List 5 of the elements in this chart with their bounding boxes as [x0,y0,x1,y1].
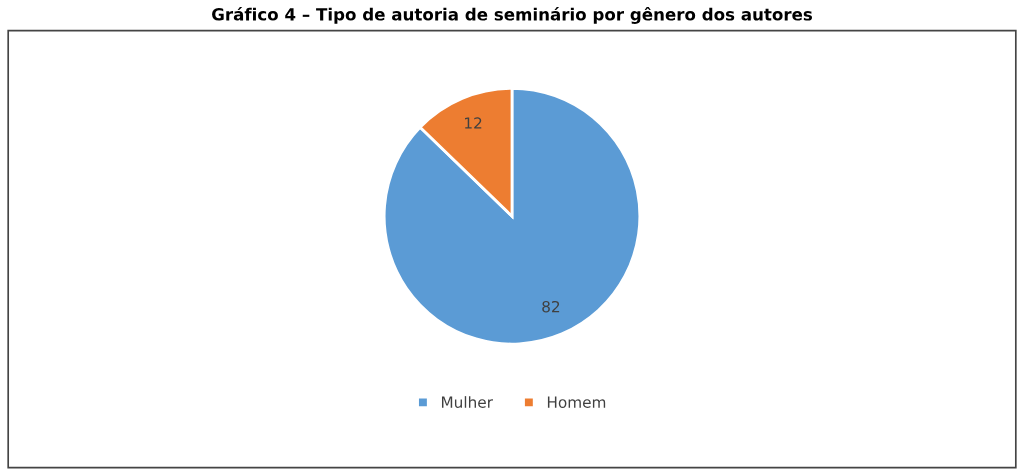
data-label: 82 [542,300,560,313]
legend-label: Mulher [441,396,493,408]
legend-label: Homem [547,396,606,408]
chart-title: Gráfico 4 – Tipo de autoria de seminário por gênero dos autores [212,7,812,24]
data-label: 12 [465,117,482,129]
